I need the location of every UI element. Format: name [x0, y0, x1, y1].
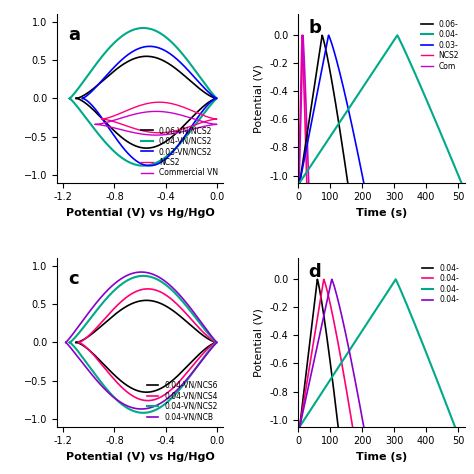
X-axis label: Time (s): Time (s): [356, 208, 407, 218]
X-axis label: Potential (V) vs Hg/HgO: Potential (V) vs Hg/HgO: [66, 452, 214, 462]
Legend: 0.06-VN/NCS2, 0.04-VN/NCS2, 0.03-VN/NCS2, NCS2, Commercial VN: 0.06-VN/NCS2, 0.04-VN/NCS2, 0.03-VN/NCS2…: [140, 125, 219, 179]
Legend: 0.04-, 0.04-, 0.04-, 0.04-: 0.04-, 0.04-, 0.04-, 0.04-: [420, 262, 461, 306]
Text: b: b: [308, 19, 321, 37]
Y-axis label: Potential (V): Potential (V): [254, 64, 264, 133]
Legend: 0.04-VN/NCS6, 0.04-VN/NCS4, 0.04-VN/NCS2, 0.04-VN/NCB: 0.04-VN/NCS6, 0.04-VN/NCS4, 0.04-VN/NCS2…: [146, 379, 219, 423]
Text: a: a: [69, 26, 81, 44]
Text: c: c: [69, 270, 79, 288]
Y-axis label: Potential (V): Potential (V): [254, 308, 264, 377]
X-axis label: Time (s): Time (s): [356, 452, 407, 462]
Text: d: d: [308, 264, 321, 282]
X-axis label: Potential (V) vs Hg/HgO: Potential (V) vs Hg/HgO: [66, 208, 214, 218]
Legend: 0.06-, 0.04-, 0.03-, NCS2, Com: 0.06-, 0.04-, 0.03-, NCS2, Com: [419, 18, 461, 72]
